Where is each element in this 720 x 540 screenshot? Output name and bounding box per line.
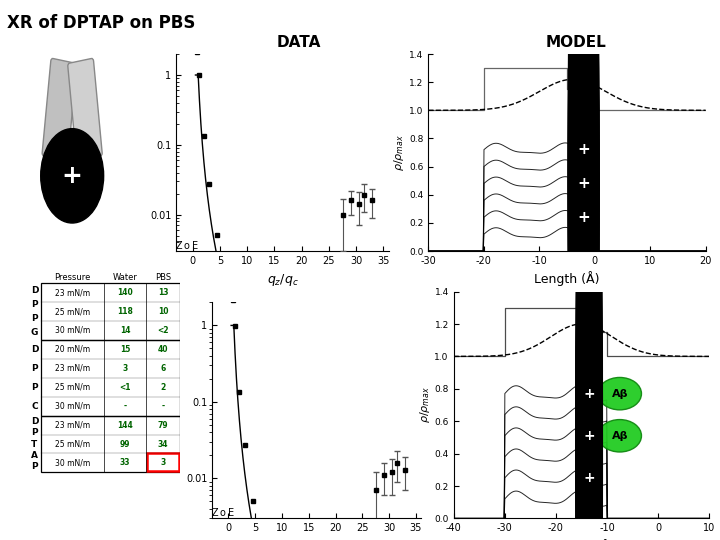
Text: +: +: [577, 142, 590, 157]
Text: D: D: [31, 417, 38, 426]
Circle shape: [41, 129, 104, 223]
Bar: [41, 340, 180, 416]
Circle shape: [568, 0, 599, 540]
Text: +: +: [583, 429, 595, 443]
Text: +: +: [583, 387, 595, 401]
Text: PBS: PBS: [155, 273, 171, 282]
Circle shape: [576, 15, 603, 540]
Circle shape: [576, 57, 603, 540]
Text: 144: 144: [117, 421, 133, 430]
Circle shape: [576, 0, 603, 540]
Text: 30 mN/m: 30 mN/m: [55, 326, 90, 335]
Text: E: E: [228, 508, 234, 518]
Text: 23 mN/m: 23 mN/m: [55, 421, 90, 430]
Text: MODEL: MODEL: [546, 35, 606, 50]
Y-axis label: $\rho/\rho_{max}$: $\rho/\rho_{max}$: [392, 134, 406, 171]
Text: 13: 13: [158, 288, 168, 297]
Text: 25 mN/m: 25 mN/m: [55, 307, 90, 316]
Text: <1: <1: [120, 383, 131, 391]
Text: Water: Water: [112, 273, 138, 282]
Text: 140: 140: [117, 288, 133, 297]
Text: 23 mN/m: 23 mN/m: [55, 364, 90, 373]
Text: 10: 10: [158, 307, 168, 316]
Text: 118: 118: [117, 307, 133, 316]
Text: Pressure: Pressure: [55, 273, 91, 282]
Text: C: C: [31, 402, 38, 410]
Text: 2: 2: [161, 383, 166, 391]
Text: 30 mN/m: 30 mN/m: [55, 458, 90, 468]
Bar: [147, 454, 179, 471]
Text: +: +: [62, 164, 83, 188]
Text: 25 mN/m: 25 mN/m: [55, 440, 90, 449]
FancyBboxPatch shape: [68, 58, 102, 161]
Text: o: o: [184, 241, 189, 252]
Text: 79: 79: [158, 421, 168, 430]
Text: o: o: [219, 508, 225, 518]
Text: 3: 3: [122, 364, 127, 373]
Text: +: +: [577, 176, 590, 191]
Text: +: +: [583, 471, 595, 485]
Text: 25 mN/m: 25 mN/m: [55, 383, 90, 391]
Text: Aβ: Aβ: [611, 389, 628, 399]
Text: 3: 3: [161, 458, 166, 468]
Text: 15: 15: [120, 345, 130, 354]
Text: P: P: [31, 428, 38, 437]
Text: D: D: [31, 345, 38, 354]
Text: Z: Z: [176, 241, 182, 252]
Text: P: P: [31, 462, 38, 471]
Text: 23 mN/m: 23 mN/m: [55, 288, 90, 297]
Text: A: A: [31, 451, 38, 460]
Ellipse shape: [598, 377, 642, 410]
Text: D: D: [31, 286, 38, 295]
Text: G: G: [31, 328, 38, 338]
Text: Z: Z: [212, 508, 218, 518]
Text: T: T: [32, 440, 37, 449]
X-axis label: $q_z/q_c$: $q_z/q_c$: [266, 272, 299, 287]
Text: 99: 99: [120, 440, 130, 449]
Text: P: P: [31, 364, 38, 373]
Text: -: -: [123, 402, 127, 410]
Text: +: +: [577, 210, 590, 225]
Text: 6: 6: [161, 364, 166, 373]
Text: P: P: [31, 300, 38, 309]
Text: E: E: [192, 241, 199, 252]
Ellipse shape: [598, 420, 642, 452]
Bar: [41, 416, 180, 472]
FancyBboxPatch shape: [42, 58, 76, 161]
Text: XR of DPTAP on PBS: XR of DPTAP on PBS: [7, 14, 196, 31]
Circle shape: [568, 0, 599, 540]
Y-axis label: $\rho/\rho_{max}$: $\rho/\rho_{max}$: [418, 387, 431, 423]
Bar: [41, 283, 180, 340]
Text: <2: <2: [158, 326, 168, 335]
X-axis label: Length (Å): Length (Å): [534, 272, 600, 287]
Text: -: -: [161, 402, 165, 410]
Text: 33: 33: [120, 458, 130, 468]
Text: P: P: [31, 314, 38, 323]
Text: 30 mN/m: 30 mN/m: [55, 402, 90, 410]
X-axis label: $q_z/q_c$: $q_z/q_c$: [301, 539, 333, 540]
Text: Aβ: Aβ: [611, 431, 628, 441]
Text: 34: 34: [158, 440, 168, 449]
Text: 40: 40: [158, 345, 168, 354]
Text: 14: 14: [120, 326, 130, 335]
Text: P: P: [31, 383, 38, 391]
Text: DATA: DATA: [276, 35, 321, 50]
Circle shape: [568, 0, 599, 540]
X-axis label: Length (Å): Length (Å): [549, 539, 614, 540]
Text: 20 mN/m: 20 mN/m: [55, 345, 90, 354]
